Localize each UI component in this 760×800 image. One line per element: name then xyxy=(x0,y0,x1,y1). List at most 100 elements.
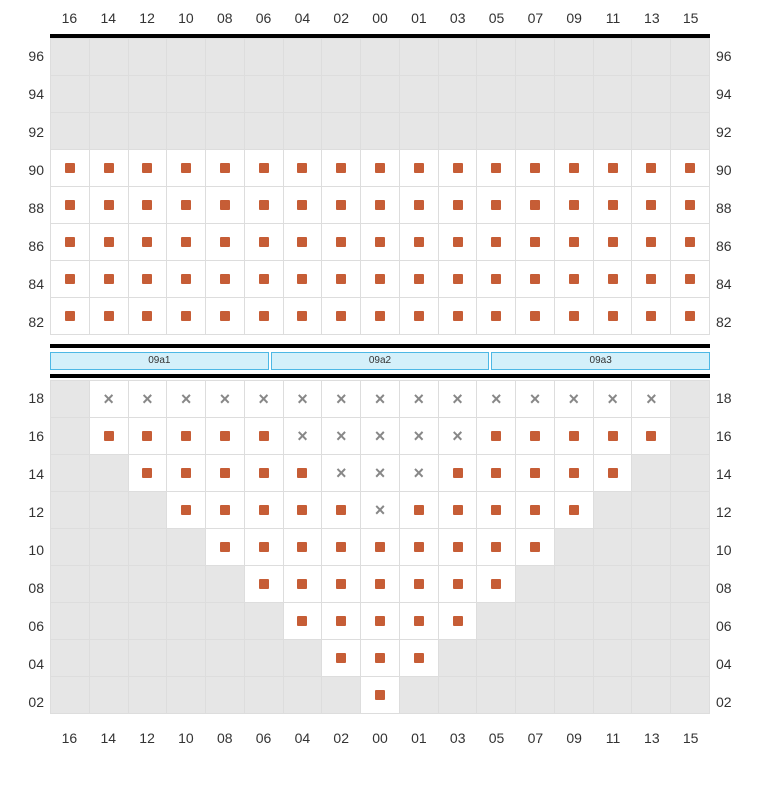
seat-cell[interactable] xyxy=(245,224,284,261)
seat-cell[interactable]: × xyxy=(594,381,633,418)
seat-cell[interactable] xyxy=(206,492,245,529)
seat-cell[interactable] xyxy=(167,261,206,298)
seat-cell[interactable] xyxy=(129,224,168,261)
seat-cell[interactable] xyxy=(245,492,284,529)
seat-cell[interactable]: × xyxy=(167,381,206,418)
seat-cell[interactable] xyxy=(555,224,594,261)
seat-cell[interactable] xyxy=(439,187,478,224)
seat-cell[interactable] xyxy=(167,224,206,261)
seat-cell[interactable] xyxy=(245,187,284,224)
seat-cell[interactable] xyxy=(361,261,400,298)
seat-cell[interactable]: × xyxy=(400,418,439,455)
seat-cell[interactable] xyxy=(400,566,439,603)
seat-cell[interactable] xyxy=(245,261,284,298)
seat-cell[interactable] xyxy=(477,150,516,187)
seat-cell[interactable] xyxy=(400,529,439,566)
seat-cell[interactable] xyxy=(594,261,633,298)
seat-cell[interactable] xyxy=(439,150,478,187)
seat-cell[interactable] xyxy=(361,298,400,335)
seat-cell[interactable] xyxy=(129,261,168,298)
seat-cell[interactable]: × xyxy=(361,418,400,455)
seat-cell[interactable]: × xyxy=(284,381,323,418)
seat-cell[interactable] xyxy=(129,187,168,224)
seat-cell[interactable] xyxy=(129,150,168,187)
seat-cell[interactable] xyxy=(361,603,400,640)
seat-cell[interactable] xyxy=(206,187,245,224)
seat-cell[interactable] xyxy=(516,261,555,298)
seat-cell[interactable]: × xyxy=(400,381,439,418)
seat-cell[interactable]: × xyxy=(245,381,284,418)
seat-cell[interactable]: × xyxy=(361,492,400,529)
seat-cell[interactable] xyxy=(671,261,710,298)
seat-cell[interactable] xyxy=(632,150,671,187)
seat-cell[interactable] xyxy=(400,603,439,640)
seat-cell[interactable]: × xyxy=(322,381,361,418)
seat-cell[interactable] xyxy=(439,603,478,640)
seat-cell[interactable] xyxy=(400,224,439,261)
seat-cell[interactable]: × xyxy=(129,381,168,418)
seat-cell[interactable] xyxy=(90,150,129,187)
seat-cell[interactable] xyxy=(322,492,361,529)
seat-cell[interactable] xyxy=(400,150,439,187)
seat-cell[interactable] xyxy=(206,418,245,455)
seat-cell[interactable] xyxy=(671,150,710,187)
seat-cell[interactable] xyxy=(90,418,129,455)
seat-cell[interactable] xyxy=(477,529,516,566)
seat-cell[interactable] xyxy=(245,455,284,492)
seat-cell[interactable] xyxy=(322,603,361,640)
seat-cell[interactable] xyxy=(90,298,129,335)
seat-cell[interactable]: × xyxy=(361,381,400,418)
seat-cell[interactable] xyxy=(400,640,439,677)
seat-cell[interactable] xyxy=(477,418,516,455)
seat-cell[interactable] xyxy=(167,492,206,529)
seat-cell[interactable] xyxy=(555,492,594,529)
seat-cell[interactable] xyxy=(284,261,323,298)
seat-cell[interactable] xyxy=(245,418,284,455)
seat-cell[interactable] xyxy=(206,529,245,566)
seat-cell[interactable] xyxy=(516,492,555,529)
seat-cell[interactable] xyxy=(284,566,323,603)
seat-cell[interactable] xyxy=(284,529,323,566)
seat-cell[interactable] xyxy=(439,529,478,566)
seat-cell[interactable] xyxy=(361,224,400,261)
seat-cell[interactable] xyxy=(284,224,323,261)
seat-cell[interactable] xyxy=(594,418,633,455)
seat-cell[interactable] xyxy=(361,187,400,224)
seat-cell[interactable]: × xyxy=(555,381,594,418)
seat-cell[interactable] xyxy=(516,298,555,335)
seat-cell[interactable] xyxy=(516,150,555,187)
seat-cell[interactable] xyxy=(51,224,90,261)
seat-cell[interactable] xyxy=(322,187,361,224)
seat-cell[interactable] xyxy=(555,187,594,224)
seat-cell[interactable] xyxy=(51,187,90,224)
seat-cell[interactable] xyxy=(129,418,168,455)
seat-cell[interactable] xyxy=(90,261,129,298)
seat-cell[interactable] xyxy=(516,455,555,492)
seat-cell[interactable]: × xyxy=(477,381,516,418)
seat-cell[interactable] xyxy=(594,224,633,261)
seat-cell[interactable] xyxy=(206,298,245,335)
seat-cell[interactable] xyxy=(477,187,516,224)
seat-cell[interactable] xyxy=(516,224,555,261)
seat-cell[interactable]: × xyxy=(361,455,400,492)
seat-cell[interactable] xyxy=(439,298,478,335)
seat-cell[interactable] xyxy=(322,298,361,335)
seat-cell[interactable] xyxy=(555,150,594,187)
seat-cell[interactable]: × xyxy=(516,381,555,418)
seat-cell[interactable] xyxy=(206,150,245,187)
seat-cell[interactable]: × xyxy=(322,455,361,492)
seat-cell[interactable] xyxy=(129,298,168,335)
seat-cell[interactable] xyxy=(284,150,323,187)
seat-cell[interactable] xyxy=(51,150,90,187)
seat-cell[interactable] xyxy=(439,224,478,261)
seat-cell[interactable] xyxy=(477,492,516,529)
seat-cell[interactable] xyxy=(245,566,284,603)
seat-cell[interactable] xyxy=(671,298,710,335)
seat-cell[interactable] xyxy=(632,261,671,298)
seat-cell[interactable] xyxy=(439,455,478,492)
seat-cell[interactable] xyxy=(361,150,400,187)
seat-cell[interactable] xyxy=(284,603,323,640)
seat-cell[interactable] xyxy=(555,418,594,455)
seat-cell[interactable] xyxy=(477,261,516,298)
seat-cell[interactable] xyxy=(129,455,168,492)
